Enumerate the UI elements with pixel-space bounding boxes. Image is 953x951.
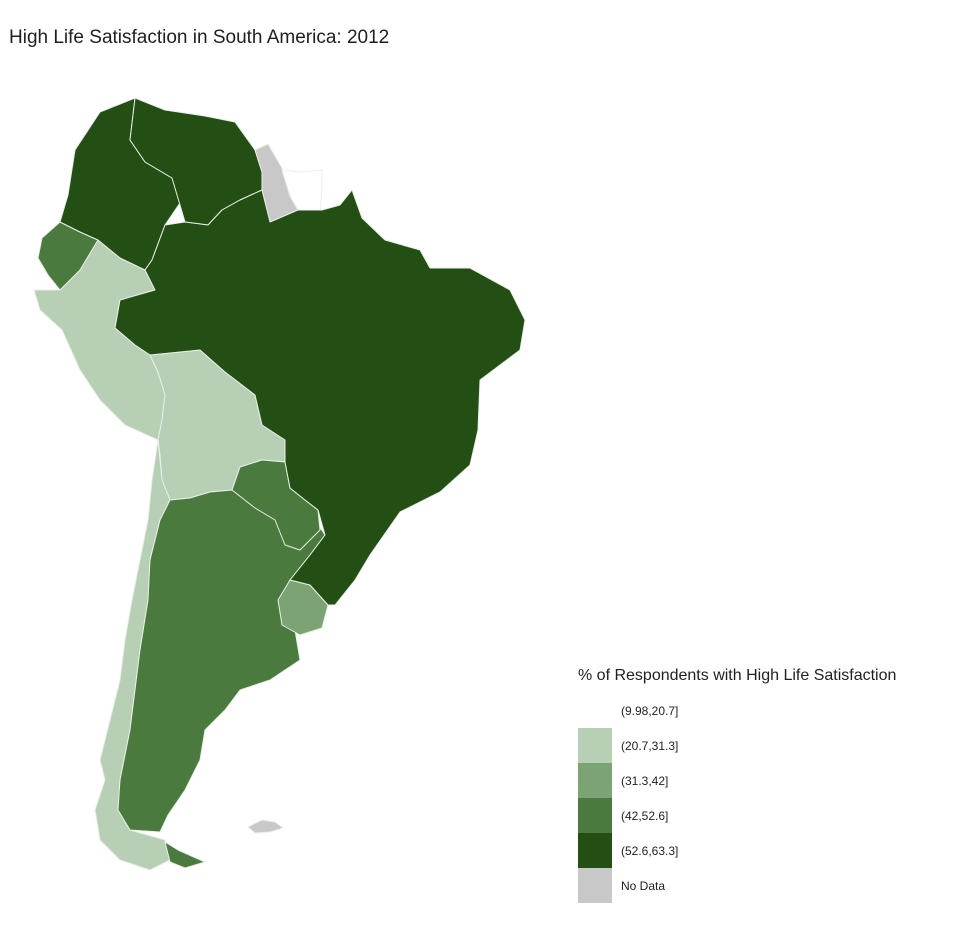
legend-title: % of Respondents with High Life Satisfac… (578, 667, 897, 684)
legend-item: (31.3,42] (578, 763, 896, 798)
country-suriname[interactable] (281, 169, 323, 211)
legend-items: (9.98,20.7] (20.7,31.3] (31.3,42] (42,52.6]… (578, 693, 896, 903)
legend-item: (52.6,63.3] (578, 833, 896, 868)
legend-label: (31.3,42] (621, 773, 669, 788)
map-title: High Life Satisfaction in South America:… (9, 27, 390, 48)
map-legend: % of Respondents with High Life Satisfac… (578, 667, 896, 903)
legend-label: (52.6,63.3] (621, 843, 679, 858)
legend-label: (42,52.6] (621, 808, 669, 823)
legend-swatch (578, 728, 612, 763)
legend-item: (9.98,20.7] (578, 693, 896, 728)
legend-item: (20.7,31.3] (578, 728, 896, 763)
legend-swatch (578, 868, 612, 903)
legend-label: (20.7,31.3] (621, 738, 679, 753)
country-falkland-islands[interactable] (247, 819, 284, 834)
legend-label: (9.98,20.7] (621, 703, 679, 718)
country-argentina-tierra-del-fuego[interactable] (164, 841, 206, 869)
legend-swatch (578, 763, 612, 798)
legend-swatch (578, 693, 612, 728)
legend-label: No Data (621, 878, 666, 893)
legend-swatch (578, 798, 612, 833)
legend-item: No Data (578, 868, 896, 903)
legend-item: (42,52.6] (578, 798, 896, 833)
legend-swatch (578, 833, 612, 868)
country-brazil[interactable] (114, 189, 526, 606)
